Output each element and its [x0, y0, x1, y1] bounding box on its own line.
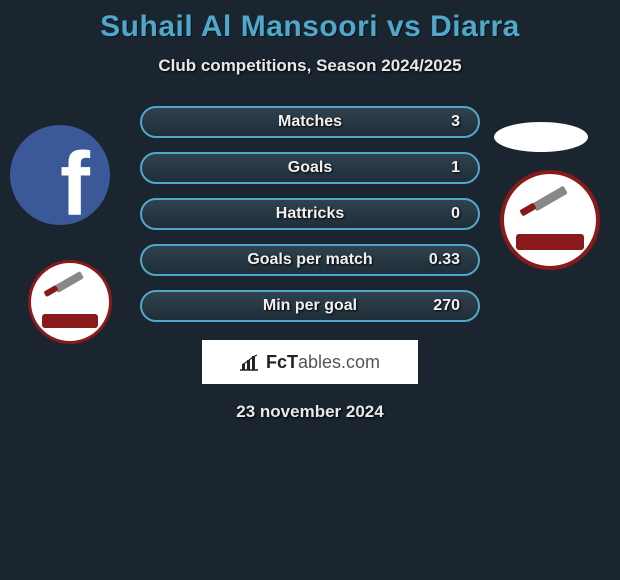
branding-box[interactable]: FcTables.com — [202, 340, 418, 384]
stat-value-right: 0.33 — [429, 251, 460, 269]
brand-text: FcTables.com — [266, 352, 380, 373]
stat-row-matches: Matches 3 — [140, 106, 480, 138]
stat-label: Goals per match — [247, 251, 372, 269]
stat-row-min-per-goal: Min per goal 270 — [140, 290, 480, 322]
stat-value-right: 3 — [451, 113, 460, 131]
brand-tables: ables.com — [298, 352, 380, 372]
stat-label: Hattricks — [276, 205, 344, 223]
player-right-avatar[interactable] — [494, 122, 588, 152]
page-subtitle: Club competitions, Season 2024/2025 — [0, 56, 620, 76]
stat-label: Matches — [278, 113, 342, 131]
stat-row-goals: Goals 1 — [140, 152, 480, 184]
stat-value-right: 270 — [433, 297, 460, 315]
stat-row-goals-per-match: Goals per match 0.33 — [140, 244, 480, 276]
facebook-f-glyph: f — [60, 140, 90, 225]
stat-value-right: 1 — [451, 159, 460, 177]
brand-fc: FcT — [266, 352, 298, 372]
player-left-avatar[interactable]: f — [10, 125, 110, 225]
player-left-club-badge[interactable] — [28, 260, 112, 344]
stat-row-hattricks: Hattricks 0 — [140, 198, 480, 230]
stat-label: Goals — [288, 159, 332, 177]
page-title: Suhail Al Mansoori vs Diarra — [0, 10, 620, 44]
stat-label: Min per goal — [263, 297, 357, 315]
player-right-club-badge[interactable] — [500, 170, 600, 270]
club-badge-icon — [36, 268, 104, 336]
stat-rows: Matches 3 Goals 1 Hattricks 0 Goals per … — [140, 106, 480, 322]
club-badge-icon — [510, 180, 590, 260]
stat-value-right: 0 — [451, 205, 460, 223]
facebook-icon: f — [10, 125, 110, 225]
bar-chart-icon — [240, 352, 260, 372]
date-label: 23 november 2024 — [0, 402, 620, 422]
